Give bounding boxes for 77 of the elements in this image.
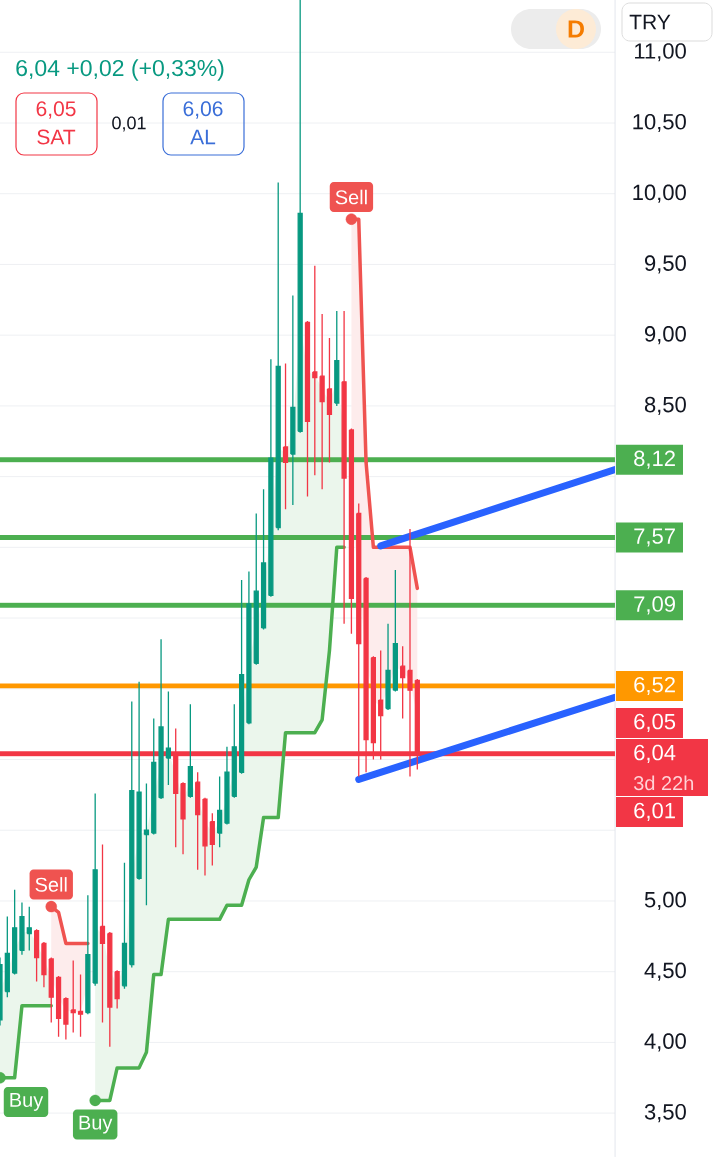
y-tick-label: 11,00 [635, 43, 686, 62]
candlestick [121, 862, 128, 990]
text: 6,01 [634, 802, 675, 821]
candlestick [99, 843, 106, 1024]
candlestick [136, 681, 142, 881]
ref-line-label: 6,04 [634, 744, 676, 763]
candlestick [297, 0, 303, 434]
candlestick [165, 690, 172, 786]
candlestick [341, 310, 347, 625]
ref-line-label: 7,09 [634, 596, 675, 615]
candlestick [246, 570, 252, 725]
y-tick-label: 9,50 [645, 255, 686, 274]
y-tick-label: 9,00 [645, 326, 686, 345]
text: Buy [79, 1115, 113, 1134]
annotation: D [568, 20, 584, 38]
y-tick-label: 3,50 [644, 1104, 686, 1123]
candlestick [282, 362, 289, 510]
candlestick [312, 265, 318, 476]
candlestick [195, 771, 201, 871]
candlestick [319, 313, 325, 490]
y-tick-label: 5,00 [644, 891, 686, 911]
candlestick [19, 901, 25, 956]
candlestick [238, 579, 245, 775]
annotation: 6,06 [183, 101, 223, 119]
candlestick [268, 358, 274, 598]
candlestick [209, 812, 215, 867]
candlestick [4, 915, 10, 998]
candlestick [334, 310, 340, 407]
y-tick-label: 4,50 [644, 962, 686, 981]
candlestick [41, 941, 47, 988]
candlestick [275, 181, 281, 532]
candlestick [114, 969, 120, 1010]
candlestick [48, 956, 54, 1024]
candlestick [385, 623, 391, 711]
candlestick [180, 781, 186, 855]
annotation: SAT [37, 129, 76, 145]
candlestick [158, 638, 164, 800]
ref-line-label: 7,57 [634, 528, 675, 547]
y-tick-label: 8,50 [644, 396, 686, 415]
candlestick [187, 703, 193, 799]
point [345, 213, 358, 225]
candlestick [326, 337, 333, 464]
candlestick [143, 782, 150, 906]
series-label: Sell [335, 189, 367, 205]
text: 3d 22h [633, 775, 694, 791]
candlestick [290, 294, 296, 506]
annotation: 6,04 +0,02 (+0,33%) [16, 59, 224, 81]
candlestick [202, 797, 208, 877]
text: Sell [35, 877, 67, 892]
annotation: 6,05 [36, 101, 76, 119]
candlestick [217, 775, 223, 848]
candlestick [77, 973, 84, 1038]
candlestick [70, 959, 76, 1034]
candlestick [92, 792, 98, 987]
candlestick [253, 512, 259, 666]
series-label: Buy [10, 1093, 44, 1111]
point [45, 900, 57, 913]
ref-line-label: 8,12 [634, 450, 675, 469]
y-tick-label: 10,50 [633, 113, 686, 133]
ref-line-label: 6,52 [634, 676, 675, 696]
candlestick [231, 703, 237, 799]
candlestick [26, 905, 32, 952]
text: TRY [629, 14, 671, 30]
candlestick [12, 889, 18, 976]
candlestick [400, 645, 406, 720]
candlestick [85, 894, 91, 1015]
candlestick [392, 569, 398, 693]
candlestick [224, 746, 230, 826]
candlestick [63, 996, 69, 1041]
y-tick-label: 4,00 [644, 1033, 686, 1052]
y-tick-label: 10,00 [633, 184, 686, 203]
annotation: 0,01 [112, 116, 146, 132]
candlestick [33, 928, 40, 983]
candlestick [260, 488, 267, 631]
candlestick [304, 320, 311, 498]
text: 6,05 [634, 713, 676, 732]
annotation: AL [190, 129, 216, 145]
